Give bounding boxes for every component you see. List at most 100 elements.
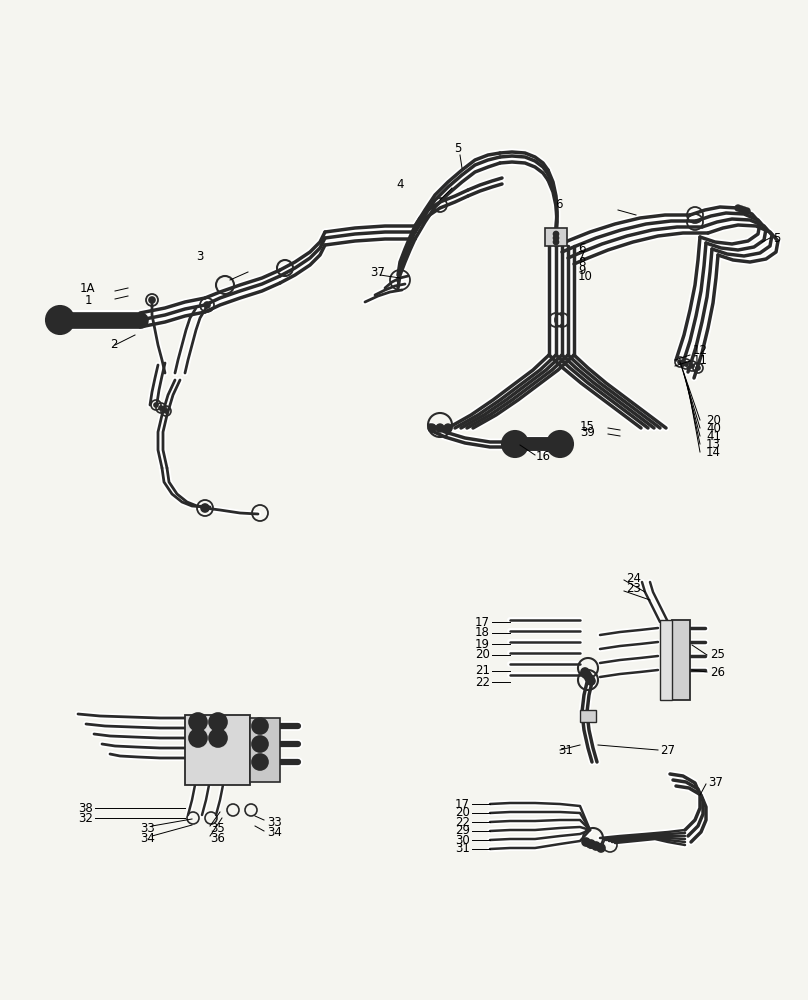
Circle shape	[159, 406, 163, 410]
Circle shape	[428, 424, 436, 432]
Circle shape	[256, 722, 264, 730]
Circle shape	[585, 674, 593, 682]
Circle shape	[193, 733, 203, 743]
Circle shape	[735, 205, 741, 211]
Text: 32: 32	[78, 812, 93, 824]
Text: 37: 37	[708, 776, 723, 788]
Text: 20: 20	[706, 414, 721, 426]
Text: 13: 13	[706, 438, 721, 450]
Circle shape	[213, 733, 223, 743]
Circle shape	[553, 232, 558, 236]
Text: 2: 2	[110, 338, 117, 352]
Text: 16: 16	[536, 450, 551, 462]
Circle shape	[553, 235, 558, 240]
Bar	[660, 620, 672, 700]
Circle shape	[149, 297, 155, 303]
Circle shape	[582, 838, 590, 846]
Circle shape	[436, 424, 444, 432]
Bar	[672, 620, 690, 700]
Circle shape	[252, 736, 268, 752]
Circle shape	[46, 306, 74, 334]
Text: 31: 31	[558, 744, 573, 756]
Circle shape	[204, 302, 210, 308]
Circle shape	[690, 364, 694, 368]
Text: 21: 21	[475, 664, 490, 678]
Text: 34: 34	[267, 826, 282, 840]
Text: 11: 11	[693, 355, 708, 367]
Text: 17: 17	[455, 798, 470, 810]
Circle shape	[256, 758, 264, 766]
Text: 39: 39	[580, 426, 595, 440]
Circle shape	[201, 504, 209, 512]
Circle shape	[52, 312, 68, 328]
Text: 29: 29	[455, 824, 470, 838]
Circle shape	[189, 713, 207, 731]
Text: 20: 20	[455, 806, 470, 820]
Circle shape	[154, 403, 158, 407]
Text: 22: 22	[475, 676, 490, 688]
Text: 6: 6	[555, 198, 562, 212]
Circle shape	[502, 431, 528, 457]
Bar	[185, 715, 250, 785]
Text: 34: 34	[140, 832, 155, 844]
Circle shape	[189, 729, 207, 747]
Text: 27: 27	[660, 744, 675, 756]
Bar	[250, 718, 280, 782]
Text: 17: 17	[475, 615, 490, 629]
Text: 3: 3	[196, 249, 204, 262]
Circle shape	[587, 677, 595, 685]
Circle shape	[553, 437, 567, 451]
Text: 9: 9	[578, 263, 586, 276]
Text: 36: 36	[210, 832, 225, 844]
Circle shape	[209, 729, 227, 747]
Circle shape	[738, 206, 744, 212]
Circle shape	[193, 717, 203, 727]
Circle shape	[547, 431, 573, 457]
Text: 5: 5	[773, 232, 781, 244]
Text: 33: 33	[140, 822, 155, 834]
Text: 4: 4	[396, 178, 403, 192]
Text: 25: 25	[710, 648, 725, 662]
Bar	[580, 710, 596, 722]
Circle shape	[256, 740, 264, 748]
Circle shape	[581, 668, 589, 676]
Text: 14: 14	[706, 446, 721, 458]
Circle shape	[508, 437, 522, 451]
Text: 22: 22	[455, 816, 470, 828]
Circle shape	[164, 409, 168, 413]
Text: 24: 24	[626, 572, 641, 584]
Text: 8: 8	[578, 256, 585, 269]
Text: 30: 30	[455, 834, 470, 846]
Circle shape	[696, 366, 700, 370]
Text: 33: 33	[267, 816, 282, 828]
Text: 15: 15	[580, 420, 595, 432]
Text: 26: 26	[710, 666, 725, 678]
Circle shape	[583, 671, 591, 679]
Circle shape	[592, 842, 600, 850]
Text: 40: 40	[706, 422, 721, 434]
Bar	[545, 228, 567, 246]
Text: 6: 6	[578, 242, 586, 255]
Text: 18: 18	[475, 626, 490, 640]
Text: 12: 12	[693, 344, 708, 357]
Text: 20: 20	[475, 648, 490, 662]
Circle shape	[741, 207, 747, 213]
Text: 5: 5	[454, 141, 461, 154]
Circle shape	[684, 362, 688, 366]
Text: 23: 23	[626, 582, 641, 595]
Text: 1: 1	[85, 294, 92, 306]
Text: 31: 31	[455, 842, 470, 856]
Text: 35: 35	[210, 822, 225, 834]
Circle shape	[597, 844, 605, 852]
Circle shape	[252, 754, 268, 770]
Text: 10: 10	[578, 270, 593, 284]
Text: 19: 19	[475, 638, 490, 650]
Circle shape	[744, 208, 750, 214]
Circle shape	[134, 314, 146, 326]
Circle shape	[252, 718, 268, 734]
Circle shape	[553, 239, 558, 244]
Circle shape	[678, 360, 682, 364]
Text: 7: 7	[578, 249, 586, 262]
Text: 38: 38	[78, 802, 93, 814]
Text: 41: 41	[706, 430, 721, 442]
